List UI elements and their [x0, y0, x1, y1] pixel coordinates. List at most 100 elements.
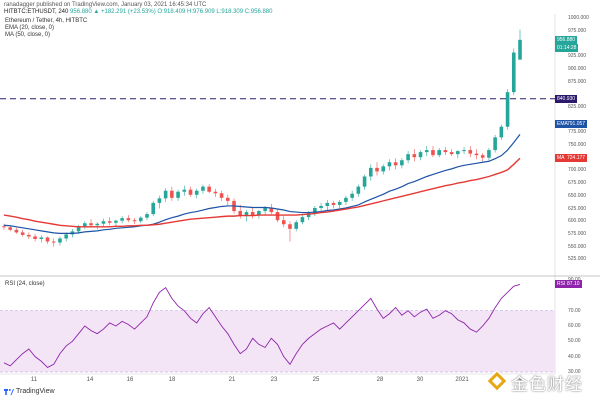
rsi-tick-label: 60.00 — [568, 323, 581, 329]
time-tick-label: 21 — [228, 377, 236, 383]
candle-body — [493, 137, 497, 151]
candle-body — [207, 186, 211, 192]
price-tick-label: 525.000 — [568, 256, 587, 263]
candle-body — [250, 212, 255, 216]
time-tick-label: 11 — [30, 377, 38, 383]
time-tick-label: 28 — [376, 377, 384, 383]
candle-body — [381, 166, 386, 172]
rsi-tag-value: 87.10 — [567, 281, 580, 288]
candle-body — [226, 197, 230, 201]
candle-body — [45, 237, 50, 242]
time-tick-label: 18 — [168, 377, 176, 383]
candle-body — [76, 226, 81, 232]
watermark-logo-icon — [486, 370, 508, 392]
candle-body — [511, 52, 516, 93]
candle-body — [449, 152, 454, 155]
candle-body — [238, 211, 243, 217]
ohlc-values: 956.880 ▲ +182.291 (+23.53%) O:918.409 H… — [70, 9, 273, 15]
candle-body — [393, 162, 398, 166]
candle-body — [424, 150, 429, 153]
price-tick-label: 675.000 — [568, 180, 587, 187]
rsi-tick-label: 50.00 — [568, 338, 581, 345]
price-tick-label: 825.000 — [568, 103, 587, 110]
time-tick-label: 4 — [518, 377, 522, 383]
candle-body — [325, 202, 330, 206]
time-tick-label: 25 — [312, 377, 320, 383]
candle-body — [107, 221, 112, 223]
candle-body — [313, 207, 317, 214]
rsi-tag-label: RSI — [557, 281, 566, 288]
ma-legend[interactable]: MA (50, close, 0) — [5, 32, 51, 38]
price-tick-label: 550.000 — [568, 243, 587, 250]
candle-body — [487, 150, 491, 158]
price-tick-label: 775.000 — [568, 129, 587, 136]
candle-body — [350, 193, 354, 198]
candle-body — [51, 241, 56, 243]
candle-body — [456, 151, 460, 155]
price-tick-label: 750.000 — [568, 142, 587, 148]
candle-body — [257, 211, 261, 216]
candle-body — [505, 92, 510, 127]
candle-body — [368, 167, 373, 177]
ticker-label: HITBTC:ETHUSDT, 240 — [4, 9, 69, 15]
candle-body — [120, 218, 124, 221]
candle-body — [281, 220, 286, 225]
level-price-value: 840.930 — [557, 95, 576, 102]
candle-body — [462, 150, 466, 152]
ema-line — [3, 133, 521, 234]
candle-body — [406, 154, 410, 161]
price-tick-label: 925.000 — [568, 53, 587, 60]
candle-body — [89, 223, 93, 226]
candle-body — [27, 234, 31, 237]
candle-body — [8, 227, 13, 230]
candle-body — [344, 197, 348, 202]
candle-body — [64, 234, 68, 239]
price-tick-label: 1000.000 — [568, 15, 589, 21]
countdown-tag: 01:14:28 — [555, 44, 579, 52]
candle-body — [474, 153, 479, 156]
price-tick-label: 975.000 — [568, 27, 587, 34]
ohlc-line: HITBTC:ETHUSDT, 240 956.880 ▲ +182.291 (… — [4, 9, 272, 15]
ma-tag-value: 724.177 — [567, 155, 586, 162]
candle-body — [101, 221, 106, 224]
candle-body — [412, 154, 417, 158]
ema-legend[interactable]: EMA (20, close, 0) — [5, 25, 55, 31]
candle-body — [20, 232, 25, 235]
ema-tag-value: 791.057 — [567, 121, 586, 128]
time-tick-label: 2021 — [455, 377, 469, 383]
price-tick-label: 575.000 — [568, 230, 587, 237]
time-tick-label: 16 — [126, 377, 134, 383]
ma-value-tag: MA 724.177 — [555, 154, 588, 163]
candle-body — [480, 155, 485, 158]
rsi-band — [0, 310, 555, 372]
candle-body — [400, 160, 404, 166]
watermark-text: 金色财经 — [511, 375, 583, 394]
rsi-tick-label: 90.00 — [568, 277, 581, 283]
candle-body — [33, 236, 37, 239]
price-tick-label: 600.000 — [568, 218, 587, 225]
candle-body — [219, 193, 224, 198]
tradingview-brand[interactable]: TradingView — [16, 388, 55, 395]
candle-body — [58, 238, 62, 243]
candle-body — [362, 176, 367, 187]
rsi-legend[interactable]: RSI (24, close) — [5, 281, 45, 287]
last-price-value: 956.880 — [557, 37, 576, 43]
candle-body — [263, 207, 267, 212]
candle-body — [163, 190, 168, 199]
candles-group — [2, 29, 522, 247]
price-tick-label: 625.000 — [568, 205, 587, 212]
candle-body — [269, 207, 274, 213]
candle-body — [275, 212, 280, 221]
candle-body — [151, 202, 156, 215]
price-tick-label: 650.000 — [568, 192, 587, 199]
candle-body — [201, 186, 205, 191]
chart-title[interactable]: Ethereum / Tether, 4h, HITBTC — [5, 18, 88, 24]
time-tick-label: 14 — [86, 377, 94, 383]
candle-body — [518, 39, 522, 60]
price-tick-label: 700.000 — [568, 167, 587, 174]
price-tick-label: 900.000 — [568, 65, 587, 72]
tradingview-logo-icon — [4, 389, 14, 395]
candle-body — [170, 190, 174, 198]
candle-body — [306, 213, 311, 218]
